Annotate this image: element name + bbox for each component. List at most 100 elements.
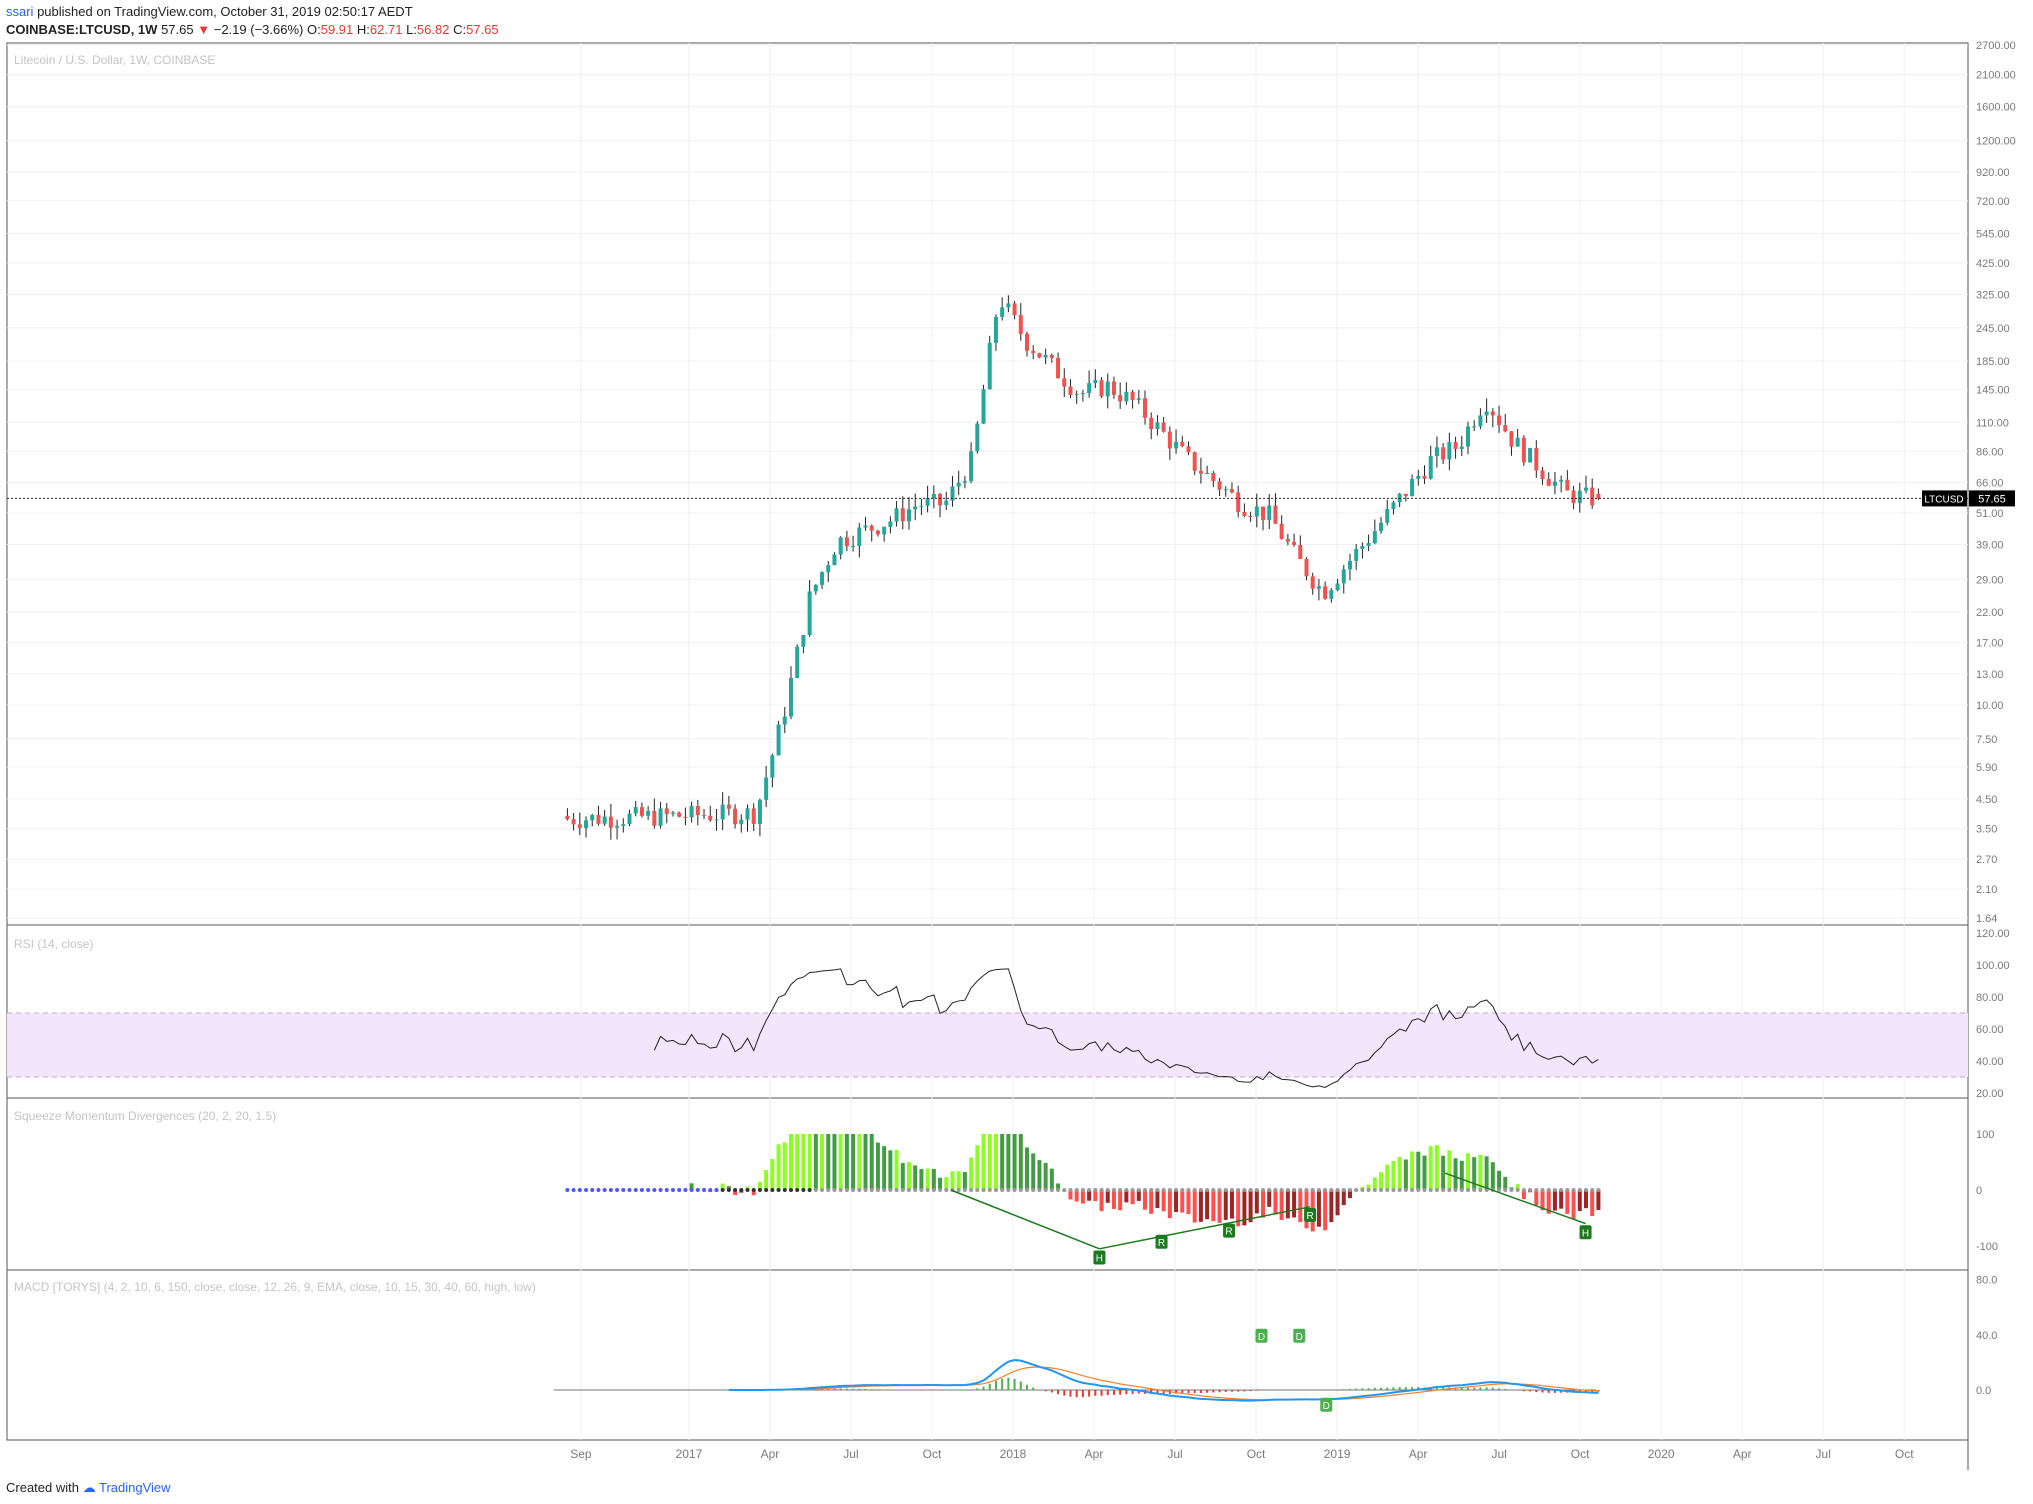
macd-histogram-bar xyxy=(1553,1390,1556,1393)
price-change: −2.19 (−3.66%) xyxy=(213,22,304,37)
momentum-bar xyxy=(1397,1156,1402,1190)
macd-histogram-bar xyxy=(1398,1387,1401,1390)
squeeze-dot xyxy=(931,1188,936,1192)
candle-body xyxy=(795,646,800,678)
macd-histogram-bar xyxy=(1026,1384,1029,1390)
macd-histogram-bar xyxy=(1075,1390,1078,1398)
squeeze-dot xyxy=(820,1188,825,1192)
symbol-legend: COINBASE:LTCUSD, 1W 57.65 ▼ −2.19 (−3.66… xyxy=(6,22,499,37)
macd-histogram-bar xyxy=(821,1388,824,1390)
rsi-pane-title: RSI (14, close) xyxy=(14,937,93,951)
footer-text: Created with xyxy=(6,1480,79,1495)
squeeze-dot xyxy=(1366,1188,1371,1192)
author-link[interactable]: ssari xyxy=(6,4,34,19)
momentum-bar xyxy=(776,1144,781,1190)
squeeze-dot xyxy=(844,1188,849,1192)
candle-body xyxy=(1254,506,1259,517)
squeeze-dot xyxy=(1267,1188,1272,1192)
divergence-marker-label: H xyxy=(1096,1253,1103,1264)
momentum-bar xyxy=(875,1142,880,1190)
squeeze-dot xyxy=(900,1188,905,1192)
macd-divergence-marker-label: D xyxy=(1323,1401,1330,1412)
squeeze-dot xyxy=(1391,1188,1396,1192)
momentum-bar xyxy=(1105,1190,1110,1203)
candle-body xyxy=(1559,479,1564,482)
x-tick-label: Oct xyxy=(1571,1447,1590,1461)
macd-histogram-bar xyxy=(833,1388,836,1390)
squeeze-dot xyxy=(639,1188,644,1192)
squeeze-dot xyxy=(1304,1188,1309,1192)
candle-body xyxy=(1099,380,1104,397)
rsi-tick-label: 60.00 xyxy=(1976,1024,2004,1036)
macd-divergence-marker-label: D xyxy=(1296,1332,1303,1343)
momentum-bar xyxy=(888,1150,893,1190)
macd-pane[interactable]: D D D xyxy=(553,1328,1600,1412)
squeeze-pane[interactable]: H R R R H xyxy=(565,1134,1601,1265)
price-tick-label: 66.00 xyxy=(1976,477,2004,489)
squeeze-dot xyxy=(733,1188,738,1192)
candle-body xyxy=(1192,452,1197,471)
x-tick-label: Oct xyxy=(923,1447,942,1461)
macd-histogram-bar xyxy=(1386,1387,1389,1390)
momentum-bar xyxy=(1490,1162,1495,1190)
macd-histogram-bar xyxy=(845,1388,848,1390)
squeeze-dot xyxy=(807,1188,812,1192)
rsi-pane[interactable] xyxy=(7,968,1968,1089)
squeeze-dot xyxy=(1124,1188,1129,1192)
momentum-bar xyxy=(1565,1190,1570,1214)
squeeze-dot xyxy=(1049,1188,1054,1192)
macd-histogram-bar xyxy=(976,1388,979,1390)
candle-body xyxy=(702,815,707,817)
close-label: C: xyxy=(453,22,467,37)
momentum-bar xyxy=(1453,1158,1458,1190)
momentum-bar xyxy=(1261,1190,1266,1218)
macd-histogram-bar xyxy=(1001,1378,1004,1390)
macd-histogram-bar xyxy=(1584,1390,1587,1393)
divergence-line xyxy=(1099,1206,1311,1250)
macd-histogram-bar xyxy=(1125,1390,1128,1395)
squeeze-dot xyxy=(944,1188,949,1192)
candle-body xyxy=(596,814,601,824)
candle-body xyxy=(608,816,613,828)
macd-histogram-bar xyxy=(1218,1390,1221,1393)
candle-body xyxy=(1248,515,1253,517)
x-tick-label: Apr xyxy=(1409,1447,1428,1461)
footer-brand-link[interactable]: TradingView xyxy=(99,1480,171,1495)
divergence-marker xyxy=(1093,1250,1106,1265)
squeeze-dot xyxy=(1062,1188,1067,1192)
candle-body xyxy=(689,805,694,818)
macd-histogram-bar xyxy=(1255,1390,1258,1391)
momentum-bar xyxy=(826,1134,831,1190)
momentum-bar xyxy=(1111,1190,1116,1209)
candle-body xyxy=(1354,548,1359,561)
squeeze-dot xyxy=(1521,1188,1526,1192)
momentum-bar xyxy=(882,1146,887,1190)
candle-body xyxy=(851,545,856,547)
momentum-bar xyxy=(807,1134,812,1190)
squeeze-dot xyxy=(1180,1188,1185,1192)
candle-body xyxy=(788,677,793,717)
momentum-bar xyxy=(1012,1134,1017,1190)
macd-histogram-bar xyxy=(1112,1390,1115,1395)
macd-histogram-bar xyxy=(1460,1387,1463,1390)
momentum-bar xyxy=(956,1171,961,1190)
candle-body xyxy=(807,591,812,636)
low-value: 56.82 xyxy=(416,22,450,37)
axes: Sep 2017 Apr Jul Oct 2018 Apr Jul Oct 2019 Apr Jul O… xyxy=(570,40,2016,1461)
macd-histogram-bar xyxy=(1193,1390,1196,1394)
macd-histogram-bar xyxy=(1131,1390,1134,1394)
macd-histogram-bar xyxy=(1007,1377,1010,1390)
price-pane[interactable]: LTCUSD 57.65 xyxy=(7,295,2015,840)
candle-body xyxy=(1124,391,1129,402)
squeeze-dot xyxy=(993,1188,998,1192)
candle-body xyxy=(1372,531,1377,544)
squeeze-dot xyxy=(1459,1188,1464,1192)
momentum-bar xyxy=(1074,1190,1079,1202)
candle-body xyxy=(1285,538,1290,542)
candle-body xyxy=(1261,506,1266,520)
candle-body xyxy=(646,810,651,816)
squeeze-dot xyxy=(1416,1188,1421,1192)
momentum-bar xyxy=(975,1145,980,1190)
momentum-bar xyxy=(1515,1184,1520,1190)
